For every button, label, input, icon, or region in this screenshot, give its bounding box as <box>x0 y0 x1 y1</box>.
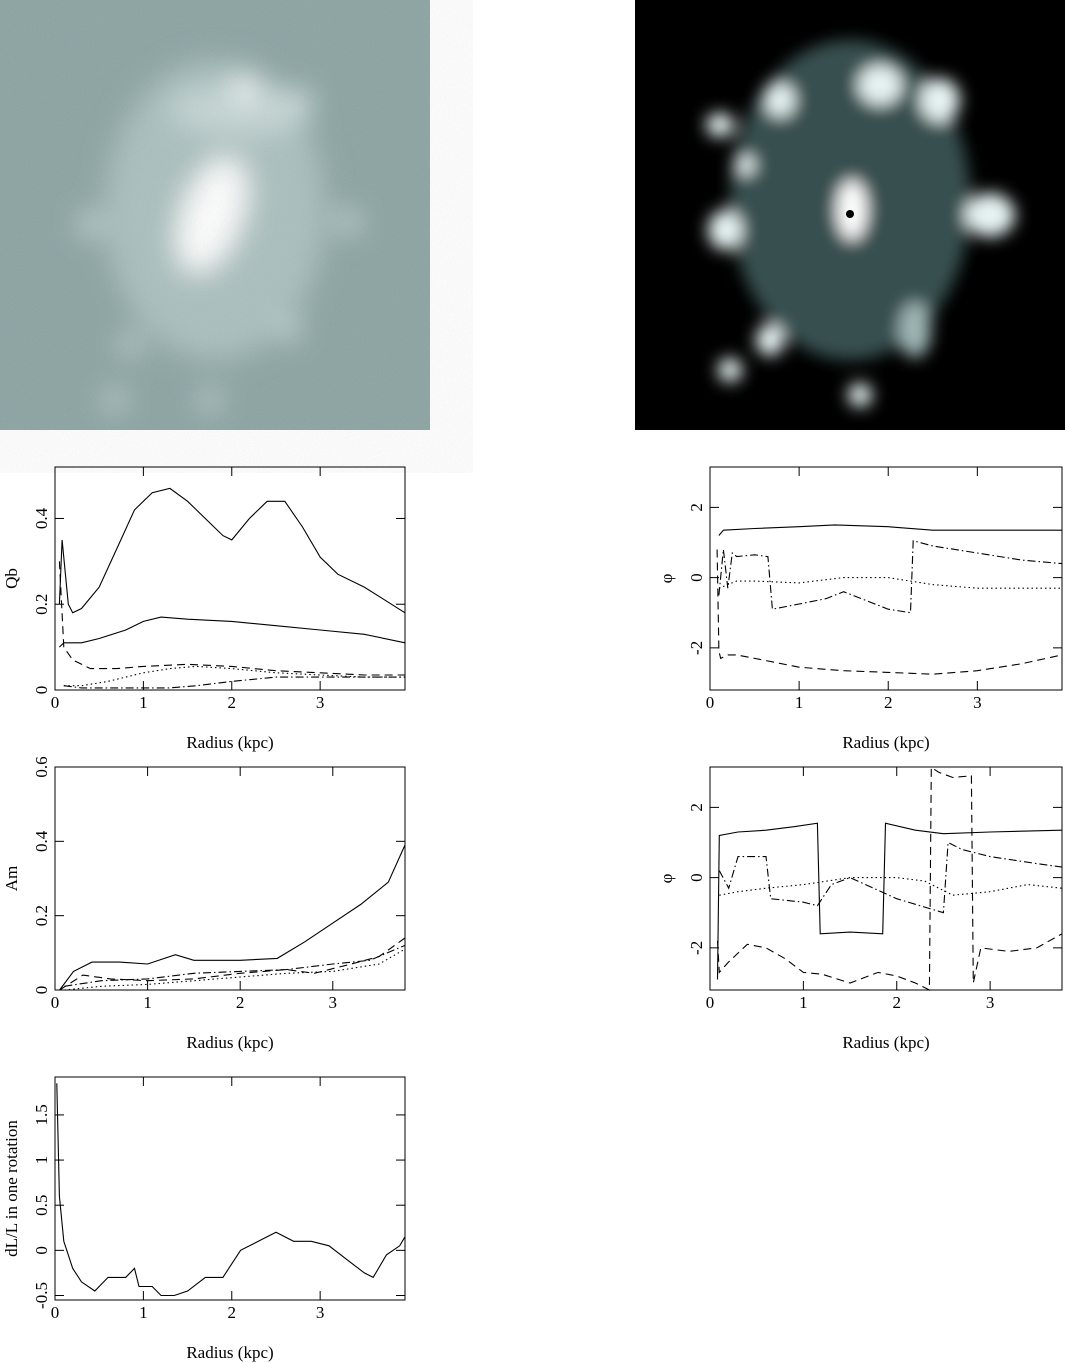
y-axis-label: Qb <box>2 568 21 589</box>
y-tick-label: 1 <box>32 1156 51 1165</box>
x-tick-label: 0 <box>51 693 60 712</box>
plot-frame <box>54 466 406 691</box>
plot-frame <box>54 766 406 991</box>
data-line <box>59 937 406 991</box>
y-tick-label: 0.4 <box>32 830 51 852</box>
y-axis-label: φ <box>657 573 676 583</box>
y-axis-label: φ <box>657 873 676 883</box>
data-line <box>64 944 406 987</box>
x-tick-label: 2 <box>228 1303 237 1322</box>
galaxy-image-left <box>0 0 430 430</box>
y-tick-label: 2 <box>687 803 706 812</box>
data-line <box>63 676 405 689</box>
data-line <box>716 766 1063 991</box>
y-tick-label: 0 <box>687 573 706 582</box>
plot: 0 1 2 3 -2 0 2 Radius (kpc) φ <box>657 766 1063 1052</box>
x-tick-label: 1 <box>795 693 804 712</box>
y-tick-label: 0.2 <box>32 905 51 926</box>
plot-frame <box>709 466 1063 691</box>
x-tick-label: 0 <box>706 993 715 1012</box>
data-line <box>716 549 1063 675</box>
x-tick-label: 3 <box>986 993 995 1012</box>
y-tick-label: 0.6 <box>32 756 51 777</box>
data-line <box>718 577 1062 589</box>
y-tick-label: -2 <box>687 641 706 655</box>
x-tick-label: 0 <box>51 993 60 1012</box>
plot: 0 1 2 3 0 0.2 0.4 0.6 Radius (kpc) Am <box>2 756 406 1052</box>
data-line <box>718 539 1063 614</box>
x-tick-label: 3 <box>316 1303 325 1322</box>
data-line <box>64 948 406 991</box>
x-tick-label: 2 <box>884 693 893 712</box>
x-axis-label: Radius (kpc) <box>842 733 929 752</box>
x-axis-label: Radius (kpc) <box>186 1343 273 1362</box>
data-line <box>718 524 1062 536</box>
y-axis-label: dL/L in one rotation <box>2 1120 21 1257</box>
y-tick-label: 0 <box>687 873 706 882</box>
y-tick-label: 2 <box>687 503 706 512</box>
y-tick-label: 0.4 <box>32 507 51 529</box>
data-line <box>56 1083 406 1297</box>
x-tick-label: 2 <box>892 993 901 1012</box>
x-tick-label: 0 <box>706 693 715 712</box>
x-axis-label: Radius (kpc) <box>842 1033 929 1052</box>
x-tick-label: 1 <box>143 993 152 1012</box>
data-line <box>59 844 406 991</box>
galaxy-image-right <box>635 0 1065 430</box>
x-tick-label: 1 <box>799 993 808 1012</box>
y-axis-label: Am <box>2 866 21 892</box>
plot-frame <box>709 766 1063 991</box>
plot: 0 1 2 3 0 0.2 0.4 Radius (kpc) Qb <box>2 466 406 752</box>
y-tick-label: -2 <box>687 941 706 955</box>
plot: 0 1 2 3 -2 0 2 Radius (kpc) φ <box>657 466 1063 752</box>
y-tick-label: 0 <box>32 1246 51 1255</box>
x-axis-label: Radius (kpc) <box>186 733 273 752</box>
x-tick-label: 3 <box>329 993 338 1012</box>
y-tick-label: -0.5 <box>32 1282 51 1309</box>
x-tick-label: 3 <box>973 693 982 712</box>
data-line <box>718 841 1063 914</box>
data-line <box>719 877 1063 896</box>
data-line <box>58 561 405 676</box>
x-axis-label: Radius (kpc) <box>186 1033 273 1052</box>
x-tick-label: 2 <box>228 693 237 712</box>
x-tick-label: 1 <box>139 1303 148 1322</box>
data-line <box>59 616 406 648</box>
x-tick-label: 1 <box>139 693 148 712</box>
x-tick-label: 2 <box>236 993 245 1012</box>
x-tick-label: 3 <box>316 693 325 712</box>
y-tick-label: 0 <box>32 686 51 695</box>
plot-frame <box>54 1076 406 1301</box>
data-line <box>58 487 406 614</box>
y-tick-label: 1.5 <box>32 1104 51 1125</box>
y-tick-label: 0.5 <box>32 1195 51 1216</box>
y-tick-label: 0.2 <box>32 594 51 615</box>
x-tick-label: 0 <box>51 1303 60 1322</box>
data-line <box>63 665 405 687</box>
data-line <box>716 822 1063 980</box>
y-tick-label: 0 <box>32 986 51 995</box>
